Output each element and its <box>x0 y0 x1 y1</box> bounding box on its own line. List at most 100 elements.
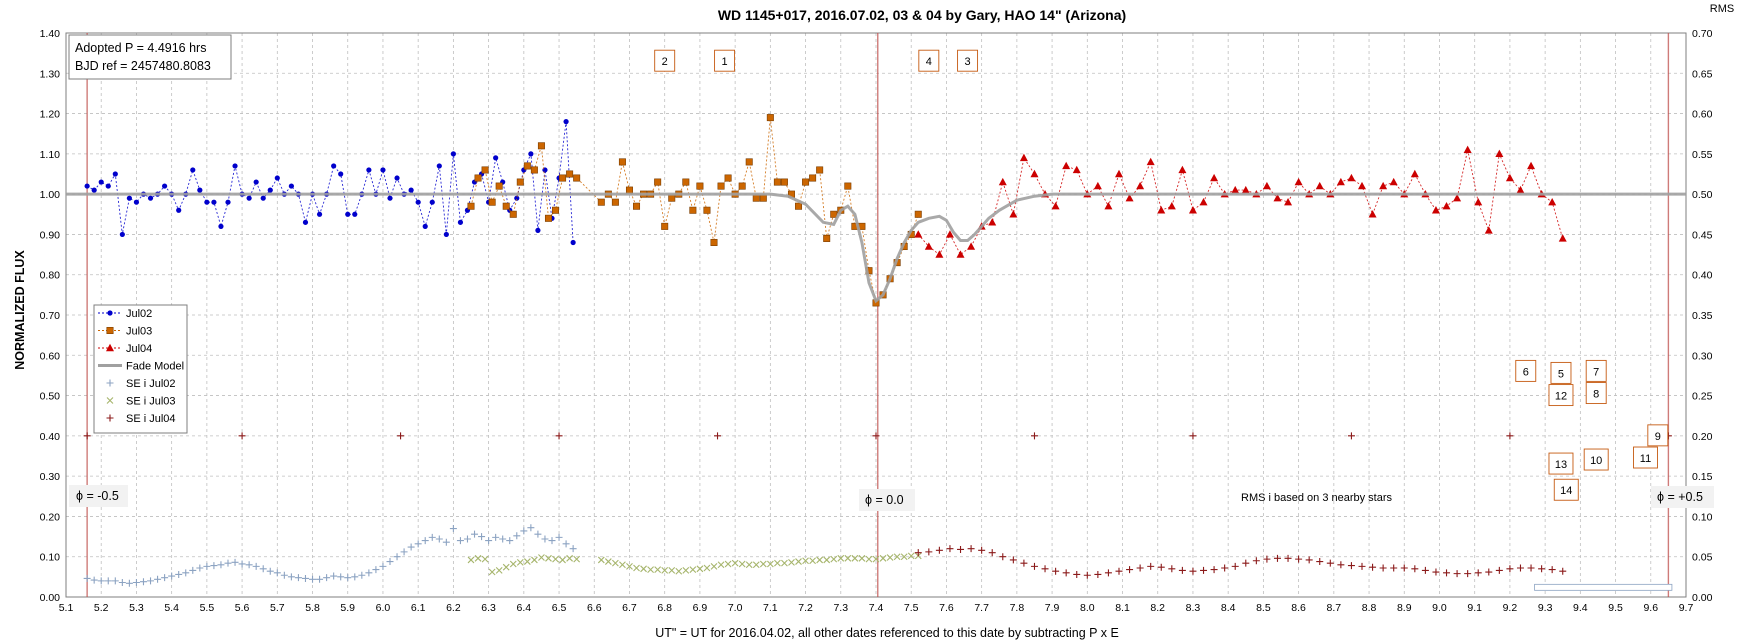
series-se-i-jul03-point <box>597 556 605 564</box>
series-se-i-jul04-point <box>914 549 922 557</box>
legend-label: SE i Jul02 <box>126 378 176 390</box>
series-jul02-point <box>450 151 456 157</box>
x-tick-label: 6.2 <box>446 602 461 614</box>
series-jul04-point <box>1231 185 1240 194</box>
dip-label-3: 3 <box>957 49 979 72</box>
dip-label-box <box>1585 382 1607 405</box>
series-se-i-jul04-point <box>1284 554 1292 562</box>
series-se-i-jul02-point <box>196 564 204 572</box>
series-se-i-jul04-point <box>1231 562 1239 570</box>
series-jul03-point <box>633 202 641 210</box>
legend-swatch-marker <box>106 397 114 404</box>
series-se-i-jul04-point <box>1358 562 1366 570</box>
series-jul02-point <box>119 231 125 238</box>
series-se-i-jul04-point <box>1030 562 1038 570</box>
series-se-i-jul04-point <box>1273 554 1281 562</box>
series-jul04-point <box>1146 157 1155 166</box>
series-se-i-jul04-point <box>1104 569 1112 577</box>
series-se-i-jul02-point <box>245 561 253 569</box>
series-se-i-jul02-point <box>294 574 302 582</box>
dip-label-1: 1 <box>714 49 736 72</box>
series-se-i-jul02-point <box>372 566 380 574</box>
series-se-i-jul02-point <box>139 578 147 586</box>
series-se-i-jul03-point <box>788 558 795 566</box>
x-tick-label: 8.1 <box>1115 602 1130 614</box>
series-jul03-point <box>559 174 567 182</box>
x-tick-label: 6.0 <box>376 602 391 614</box>
series-jul02-point <box>316 211 323 217</box>
series-jul02-point <box>225 199 231 205</box>
dip-label-13: 13 <box>1548 452 1574 475</box>
legend-label: Jul03 <box>126 326 152 338</box>
series-jul02-point <box>176 207 182 213</box>
series-se-i-jul04-point <box>1548 566 1556 574</box>
x-tick-label: 6.6 <box>587 602 602 614</box>
series-se-i-jul03-point <box>531 556 538 564</box>
series-jul04-point <box>1505 173 1514 182</box>
series-jul03-point <box>523 162 531 170</box>
legend-entry-se-i-jul03: SE i Jul03 <box>106 396 176 408</box>
y2-tick-label: 0.45 <box>1692 229 1713 241</box>
series-se-i-jul02-point <box>259 565 267 573</box>
series-jul02-point <box>366 167 372 173</box>
series-jul02-point <box>387 195 393 201</box>
series-se-i-jul03-point <box>745 561 753 569</box>
series-jul04-point <box>1558 234 1567 242</box>
series-se-i-jul04-point <box>1189 567 1197 575</box>
series-jul02-point <box>535 227 541 233</box>
info-period: Adopted P = 4.4916 hrs <box>75 41 206 55</box>
series-jul02-point <box>211 199 217 205</box>
series-se-i-jul03-point <box>703 564 711 572</box>
series-se-i-jul03-point <box>816 556 824 564</box>
series-se-i-jul04-point <box>1559 567 1567 575</box>
series-se-i-jul03-point <box>907 552 915 560</box>
dip-label-11: 11 <box>1633 446 1658 469</box>
series-jul04-point <box>1072 165 1081 174</box>
reference-marker <box>1506 432 1514 440</box>
legend-entry-jul04: Jul04 <box>98 343 152 355</box>
series-se-i-jul02-point <box>287 573 295 581</box>
series-se-i-jul02-point <box>548 537 556 545</box>
series-se-i-jul03-point <box>647 566 654 573</box>
x-axis-label: UT" = UT for 2016.04.02, all other dates… <box>655 626 1119 640</box>
series-se-i-jul04-point <box>925 548 933 556</box>
series-se-i-jul02-point <box>266 567 274 575</box>
series-jul02-point <box>514 195 520 201</box>
series-jul03-point <box>823 234 831 242</box>
y-tick-label: 0.00 <box>40 592 61 604</box>
legend-label: SE i Jul03 <box>126 396 176 408</box>
series-jul03-point <box>759 194 767 202</box>
dip-label-text: 5 <box>1558 368 1564 380</box>
reference-marker <box>238 432 246 440</box>
info-box: Adopted P = 4.4916 hrs BJD ref = 2457480… <box>68 34 232 80</box>
series-jul02-point <box>218 223 224 229</box>
series-jul02-point <box>415 199 421 205</box>
series-jul04-point <box>998 177 1007 186</box>
dip-label-text: 7 <box>1593 366 1599 378</box>
series-jul03-point <box>654 178 662 186</box>
x-tick-label: 7.1 <box>763 602 778 614</box>
y-tick-label: 0.80 <box>40 270 61 282</box>
series-jul04-point <box>1347 173 1356 182</box>
series-jul03-point <box>914 210 922 218</box>
series-se-i-jul03-point <box>661 567 669 574</box>
legend-swatch-marker <box>106 414 114 422</box>
series-jul02-point <box>91 187 97 193</box>
legend-label: Jul04 <box>126 343 152 355</box>
y2-tick-label: 0.30 <box>1692 350 1713 362</box>
y-tick-label: 0.20 <box>40 511 61 523</box>
dip-label-10: 10 <box>1583 448 1609 471</box>
x-tick-label: 8.3 <box>1186 602 1201 614</box>
series-jul04-point <box>1389 177 1398 186</box>
series-se-i-jul04-point <box>946 545 954 553</box>
series-se-i-jul03-point <box>619 561 626 569</box>
dip-label-7: 7 <box>1585 359 1607 382</box>
legend-entry-jul03: Jul03 <box>98 326 152 338</box>
series-se-i-jul02-point <box>182 569 190 577</box>
dip-label-box <box>918 49 940 72</box>
y-tick-label: 0.50 <box>40 391 61 403</box>
series-se-i-jul04-point <box>1083 571 1091 579</box>
series-se-i-jul02-point <box>456 537 464 545</box>
phase-label-zero: ϕ = 0.0 <box>859 489 915 511</box>
series-se-i-jul03-point <box>823 556 831 564</box>
